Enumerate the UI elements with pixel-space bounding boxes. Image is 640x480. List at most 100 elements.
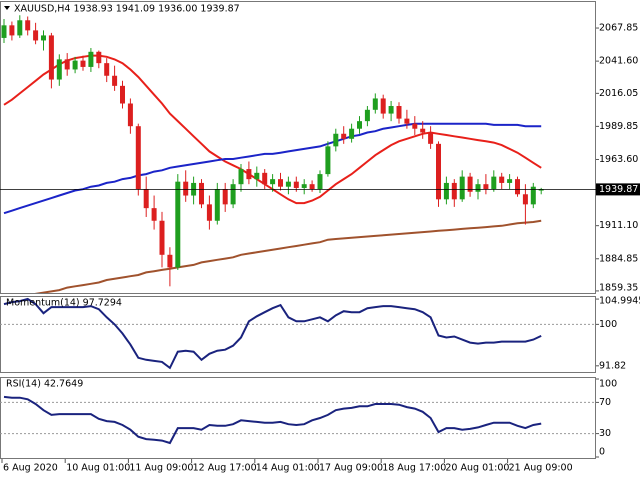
candle-body [230,184,236,205]
x-tick-label: 21 Aug 09:00 [509,463,573,474]
candle-body [246,169,252,180]
candle-body [499,176,505,183]
candle-body [451,182,457,200]
candle-body [301,184,307,188]
candle-body [33,30,39,41]
y-tick-label: 1884.85 [599,253,638,264]
indicator-line [3,395,542,445]
candle-body [443,182,449,200]
y-tick-label: 2016.05 [599,88,638,99]
candle-body [199,182,204,205]
y-tick-label: 100 [599,319,617,330]
candle-body [1,25,7,38]
candle-body [507,179,513,183]
candle-body [333,133,339,147]
candle-body [412,123,418,129]
main-frame [0,1,596,294]
candle-body [404,118,410,124]
moving-average [3,122,542,215]
x-tick-label: 6 Aug 2020 [3,463,58,474]
candle-body [104,63,110,76]
candle-body [428,132,434,144]
candle-body [159,220,165,255]
candle-body [522,194,528,205]
candle-body [143,189,149,209]
symbol-menu-icon[interactable] [4,6,10,10]
candle-body [396,106,402,119]
chart-title: XAUUSD,H4 1938.93 1941.09 1936.00 1939.8… [14,4,240,15]
y-tick-label: 1963.60 [599,154,638,165]
candle-body [238,169,244,185]
candle-body [167,254,173,268]
y-tick-label: 1859.35 [599,283,638,294]
candle-body [151,208,157,221]
candle-body [56,59,62,80]
candle-body [278,179,283,187]
x-tick-label: 11 Aug 09:00 [129,463,193,474]
candle-body [325,146,331,175]
y-tick-label: 2067.85 [599,23,638,34]
y-tick-label: 1989.85 [599,121,638,132]
moving-average [34,219,542,293]
candle-body [388,106,394,114]
candle-body [293,181,299,188]
candle-body [41,35,46,41]
candle-body [17,20,23,36]
candle-body [183,181,189,196]
candle-body [530,186,536,205]
momentum-frame [0,296,596,373]
panel-title: Momentum(14) 97.7294 [6,298,122,309]
indicator-line [3,297,542,370]
candle-body [135,126,141,190]
candle-body [285,181,291,187]
candle-body [206,204,212,221]
candle-body [491,176,497,190]
candle-body [349,128,355,139]
candle-body [436,143,441,200]
x-tick-label: 14 Aug 01:00 [256,463,320,474]
candle-body [317,174,323,190]
candle-body [254,172,260,180]
candle-body [25,20,31,31]
candle-body [372,98,378,110]
candle-body [341,133,347,139]
x-tick-label: 10 Aug 01:00 [66,463,130,474]
candle-body [9,25,15,36]
candle-body [120,85,125,104]
y-tick-label: 2041.60 [599,56,638,67]
y-tick-label: 30 [599,428,611,439]
y-tick-label: 1911.10 [599,220,638,231]
x-tick-label: 18 Aug 17:00 [382,463,446,474]
y-tick-label: 70 [599,397,611,408]
candle-body [380,98,386,114]
x-tick-label: 17 Aug 09:00 [319,463,383,474]
candle-body [80,60,86,67]
candle-body [222,189,228,205]
x-tick-label: 12 Aug 17:00 [193,463,257,474]
candle-body [214,189,220,221]
y-tick-label: 0 [599,447,605,458]
candle-body [357,121,362,129]
rsi-frame [0,377,596,459]
candle-body [72,60,78,70]
candle-body [88,51,94,67]
candle-body [475,184,481,192]
y-tick-label: 104.9945 [599,296,640,307]
candle-body [112,75,118,86]
candle-body [538,189,544,191]
candle-body [48,35,54,80]
last-price-label: 1939.87 [599,184,638,195]
candle-body [467,176,473,192]
candle-body [420,128,426,133]
panel-title: RSI(14) 42.7649 [6,379,83,390]
candle-body [309,184,315,190]
candle-body [459,176,465,200]
last-price-box [596,183,640,196]
candle-body [515,179,520,195]
y-tick-label: 100 [599,379,617,390]
candle-body [175,181,181,268]
candle-body [364,109,370,122]
